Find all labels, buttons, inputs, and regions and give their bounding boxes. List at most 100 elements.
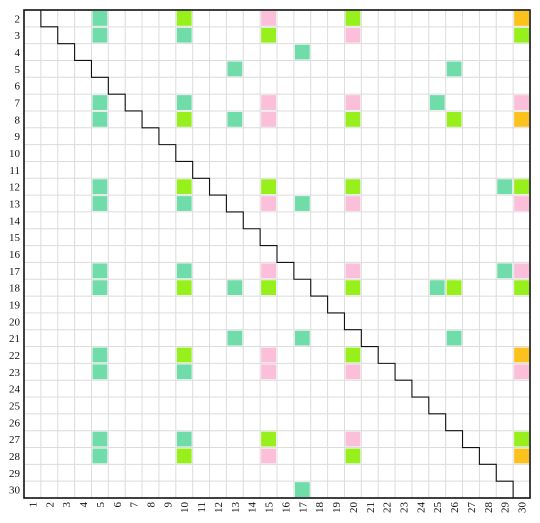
y-tick-label: 27	[9, 434, 21, 446]
y-tick-label: 19	[9, 299, 21, 311]
heatmap-cell-green	[176, 111, 192, 127]
heatmap-cell-green	[345, 11, 361, 26]
heatmap-cell-teal	[92, 111, 108, 127]
heatmap-cell-green	[345, 111, 361, 127]
heatmap-cell-teal	[176, 263, 192, 279]
heatmap-cell-teal	[429, 95, 445, 110]
y-tick-label: 22	[9, 350, 20, 362]
x-tick-label: 3	[61, 502, 73, 508]
y-tick-label: 17	[9, 266, 21, 278]
heatmap-cell-teal	[497, 263, 513, 279]
y-tick-label: 12	[9, 182, 20, 194]
x-tick-label: 29	[500, 502, 512, 514]
heatmap-cell-teal	[227, 61, 243, 77]
y-tick-label: 3	[15, 30, 21, 42]
heatmap-cell-pink	[261, 263, 276, 279]
heatmap-cell-teal	[92, 95, 108, 110]
heatmap-cell-orange	[514, 111, 529, 127]
heatmap-cell-green	[345, 448, 361, 464]
heatmap-cell-green	[345, 347, 361, 363]
y-tick-label: 26	[9, 417, 21, 429]
grid-lines	[24, 10, 530, 498]
x-tick-label: 17	[297, 502, 309, 514]
heatmap-cell-green	[514, 431, 529, 447]
x-tick-label: 26	[449, 502, 461, 514]
y-tick-label: 21	[9, 333, 20, 345]
x-tick-label: 12	[213, 502, 225, 513]
heatmap-cell-pink	[261, 11, 276, 26]
heatmap-cell-pink	[514, 196, 529, 211]
heatmap-cell-green	[514, 27, 529, 43]
y-tick-label: 6	[15, 81, 21, 93]
x-tick-label: 20	[348, 502, 360, 514]
plot-frame	[23, 9, 531, 499]
y-tick-label: 8	[15, 114, 21, 126]
heatmap-cell-teal	[92, 196, 108, 211]
heatmap-cell-teal	[92, 448, 108, 464]
heatmap-cell-orange	[514, 347, 529, 363]
y-tick-label: 4	[15, 47, 21, 59]
heatmap-cell-green	[345, 179, 361, 195]
heatmap-cell-green	[176, 347, 192, 363]
heatmap-cell-teal	[446, 330, 462, 346]
heatmap-cell-orange	[514, 11, 529, 26]
y-tick-label: 20	[9, 316, 21, 328]
x-tick-label: 4	[78, 502, 90, 508]
x-tick-label: 15	[264, 502, 276, 514]
y-tick-label: 28	[9, 451, 21, 463]
heatmap-cell-orange	[514, 448, 529, 464]
y-tick-label: 13	[9, 199, 21, 211]
heatmap-cell-green	[176, 280, 192, 296]
heatmap-cell-teal	[294, 44, 310, 60]
heatmap-cell-teal	[294, 196, 310, 211]
heatmap-cell-pink	[514, 95, 529, 110]
y-tick-label: 15	[9, 232, 21, 244]
x-tick-label: 1	[27, 502, 39, 508]
x-tick-label: 22	[382, 502, 394, 513]
x-tick-label: 30	[517, 502, 529, 514]
heatmap-cell-teal	[497, 179, 513, 195]
x-tick-label: 21	[365, 502, 377, 513]
heatmap-cell-pink	[345, 364, 361, 380]
heatmap-cell-teal	[176, 431, 192, 447]
y-tick-label: 24	[9, 384, 21, 396]
x-tick-label: 10	[179, 502, 191, 514]
heatmap-cell-pink	[514, 263, 529, 279]
heatmap-cell-pink	[345, 27, 361, 43]
x-tick-label: 14	[247, 502, 259, 514]
heatmap-cell-teal	[92, 431, 108, 447]
y-tick-label: 25	[9, 400, 21, 412]
heatmap-cell-pink	[261, 196, 276, 211]
y-tick-label: 18	[9, 283, 21, 295]
heatmap-cell-green	[261, 280, 276, 296]
x-tick-label: 9	[162, 502, 174, 508]
x-tick-label: 13	[230, 502, 242, 514]
heatmap-cell-teal	[92, 364, 108, 380]
heatmap-cell-pink	[261, 364, 276, 380]
x-tick-label: 5	[95, 502, 107, 508]
y-tick-label: 2	[15, 13, 21, 25]
heatmap-cell-pink	[514, 364, 529, 380]
y-tick-label: 10	[9, 148, 21, 160]
heatmap-cell-pink	[345, 263, 361, 279]
x-tick-label: 2	[44, 502, 56, 508]
heatmap-cell-pink	[345, 196, 361, 211]
heatmap-cell-pink	[345, 431, 361, 447]
heatmap-cell-green	[176, 11, 192, 26]
x-tick-label: 28	[483, 502, 495, 514]
heatmap-cell-green	[176, 448, 192, 464]
heatmap-cell-teal	[176, 95, 192, 110]
y-axis-ticks: 2345678910111213141516171819202122232425…	[9, 13, 21, 496]
heatmap-cell-teal	[92, 263, 108, 279]
y-tick-label: 9	[15, 131, 21, 143]
heatmap-cell-green	[514, 179, 529, 195]
x-tick-label: 11	[196, 502, 208, 513]
heatmap-cell-teal	[227, 330, 243, 346]
heatmap-cell-teal	[92, 27, 108, 43]
heatmap-cell-pink	[261, 111, 276, 127]
heatmap-cell-teal	[92, 280, 108, 296]
x-tick-label: 7	[129, 502, 141, 508]
heatmap-cell-green	[446, 280, 462, 296]
heatmap-cell-pink	[261, 448, 276, 464]
heatmap-cell-pink	[261, 95, 276, 110]
